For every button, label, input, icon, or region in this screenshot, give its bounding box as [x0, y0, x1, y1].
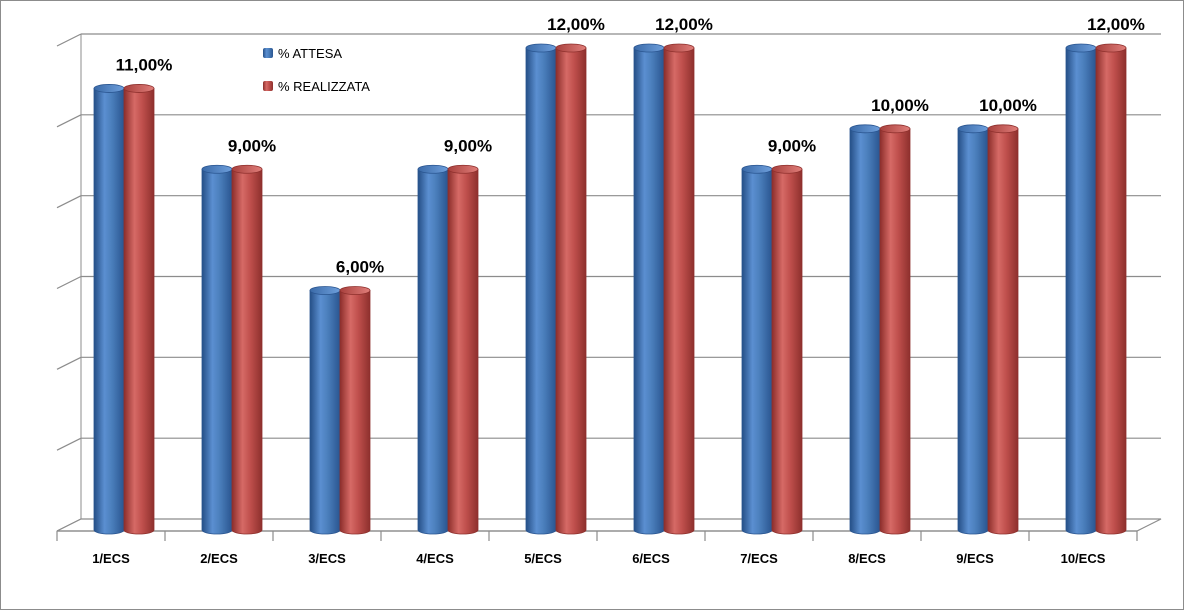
x-tick-label: 6/ECS — [632, 551, 670, 566]
legend-item: % ATTESA — [263, 46, 342, 61]
bar — [957, 124, 989, 535]
legend-item: % REALIZZATA — [263, 79, 370, 94]
bar-body — [231, 168, 263, 535]
bar-body — [1065, 47, 1097, 535]
x-tick-label: 8/ECS — [848, 551, 886, 566]
bar-body — [957, 128, 989, 535]
legend-swatch — [263, 48, 273, 58]
bar — [201, 164, 233, 535]
bar-top — [1065, 43, 1097, 53]
x-tick-label: 10/ECS — [1061, 551, 1106, 566]
bar-top — [93, 84, 125, 93]
bar — [339, 286, 371, 535]
bar-top — [231, 164, 263, 174]
bar — [447, 164, 479, 535]
bar-body — [447, 168, 479, 535]
bar-body — [741, 168, 773, 535]
bar-body — [93, 88, 125, 535]
legend: % ATTESA % REALIZZATA — [263, 46, 370, 94]
bar-top — [663, 43, 695, 53]
bar — [741, 164, 773, 535]
bar-body — [525, 47, 557, 535]
bar — [417, 164, 449, 535]
data-label: 9,00% — [768, 136, 816, 155]
bar-top — [1095, 43, 1127, 53]
x-tick-label: 4/ECS — [416, 551, 454, 566]
data-label: 9,00% — [228, 136, 276, 155]
bar-body — [879, 128, 911, 535]
x-tick-label: 1/ECS — [92, 551, 130, 566]
bar-top — [771, 164, 803, 174]
bar — [633, 43, 665, 535]
gridline-depth — [56, 437, 82, 451]
bar-body — [417, 168, 449, 535]
bar — [771, 164, 803, 535]
gridline-depth — [56, 114, 82, 128]
bar-body — [309, 290, 341, 535]
data-label: 6,00% — [336, 258, 384, 277]
x-tick-label: 5/ECS — [524, 551, 562, 566]
legend-label: % ATTESA — [278, 46, 342, 61]
bar — [1065, 43, 1097, 535]
data-label: 10,00% — [871, 96, 929, 115]
bar — [123, 84, 155, 535]
bar — [93, 84, 125, 535]
bar-top — [555, 43, 587, 53]
x-tick-label: 2/ECS — [200, 551, 238, 566]
legend-label: % REALIZZATA — [278, 79, 370, 94]
x-tick-label: 7/ECS — [740, 551, 778, 566]
legend-swatch — [263, 81, 273, 91]
data-label: 12,00% — [547, 15, 605, 34]
bar-body — [201, 168, 233, 535]
data-label: 12,00% — [1087, 15, 1145, 34]
bar-body — [555, 47, 587, 535]
bar-body — [123, 88, 155, 535]
bar — [1095, 43, 1127, 535]
bar-top — [447, 164, 479, 174]
bar-body — [849, 128, 881, 535]
bar-top — [633, 43, 665, 53]
bar — [987, 124, 1019, 535]
bar-top — [417, 164, 449, 174]
bar-body — [987, 128, 1019, 535]
gridline-depth — [56, 33, 82, 47]
bar — [849, 124, 881, 535]
bar — [525, 43, 557, 535]
bar-body — [633, 47, 665, 535]
bar-body — [771, 168, 803, 535]
bar-top — [123, 84, 155, 93]
bar-body — [663, 47, 695, 535]
bar-top — [957, 124, 989, 134]
data-labels: 11,00% 9,00% 6,00% 9,00% 12,00% 12,00% 9,00% 10… — [116, 15, 1145, 277]
bar-body — [1095, 47, 1127, 535]
bar-top — [339, 286, 371, 295]
bars — [93, 43, 1127, 535]
bar-top — [741, 164, 773, 174]
bar-top — [201, 164, 233, 174]
bar — [663, 43, 695, 535]
data-label: 10,00% — [979, 96, 1037, 115]
gridline-depth — [56, 275, 82, 290]
bar — [309, 286, 341, 535]
bar-top — [987, 124, 1019, 134]
bar-body — [339, 290, 371, 535]
x-tick-label: 3/ECS — [308, 551, 346, 566]
data-label: 11,00% — [116, 55, 173, 74]
data-label: 9,00% — [444, 136, 492, 155]
gridline-depth — [56, 356, 82, 370]
bar-top — [525, 43, 557, 53]
bar — [231, 164, 263, 535]
bar — [555, 43, 587, 535]
bar — [879, 124, 911, 535]
bar-top — [309, 286, 341, 295]
bar-top — [879, 124, 911, 134]
bar-top — [849, 124, 881, 134]
data-label: 12,00% — [655, 15, 713, 34]
x-tick-label: 9/ECS — [956, 551, 994, 566]
gridline-depth — [56, 195, 82, 209]
